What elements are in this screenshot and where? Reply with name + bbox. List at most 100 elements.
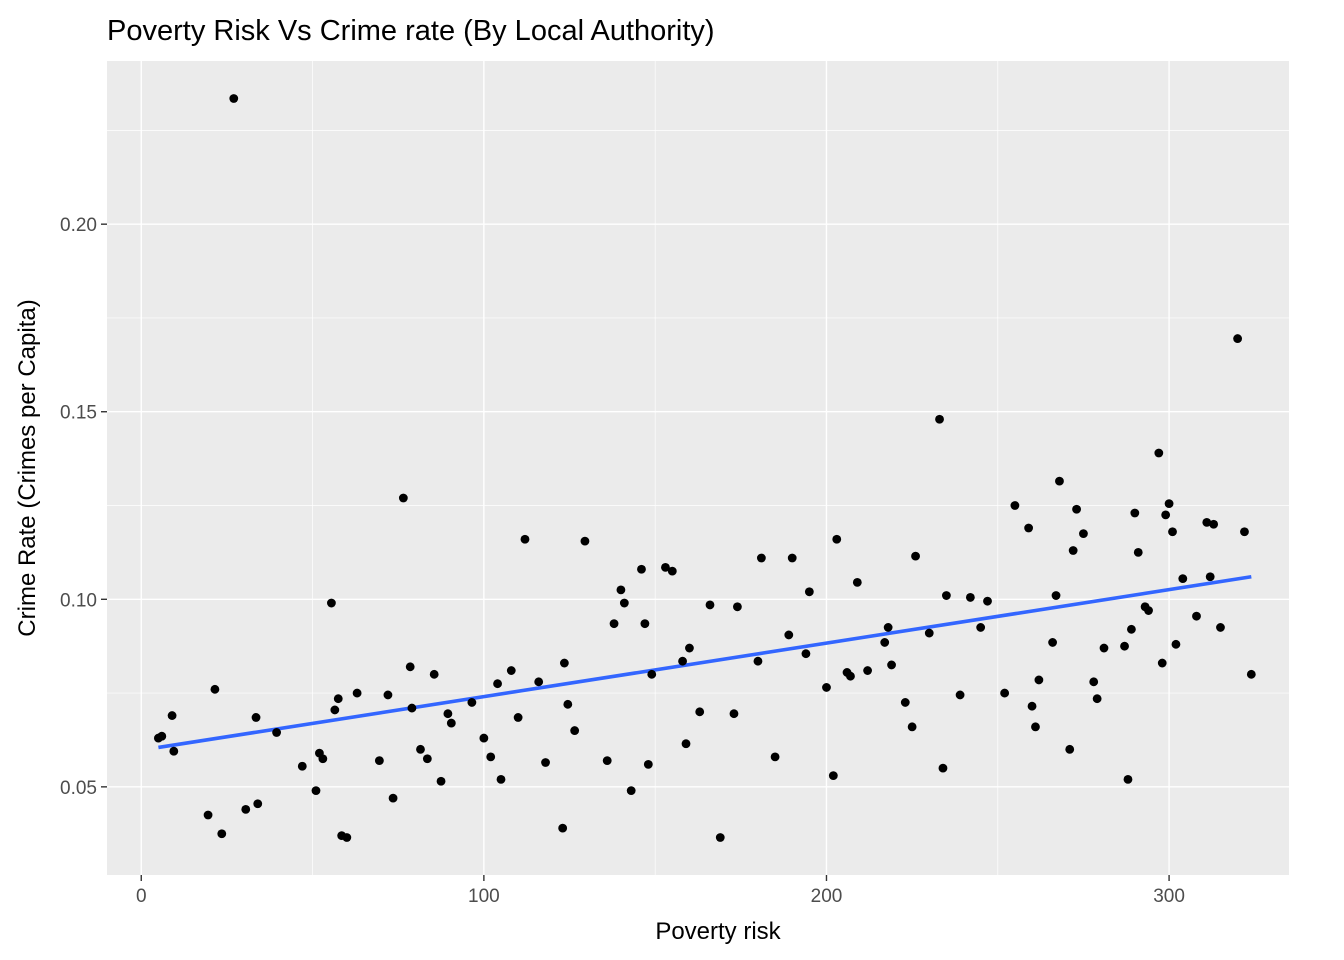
- data-point: [1079, 529, 1088, 539]
- data-point: [496, 774, 506, 784]
- data-point: [251, 713, 261, 722]
- data-point: [479, 733, 489, 743]
- data-point: [900, 698, 910, 707]
- data-point: [1051, 591, 1061, 600]
- chart-title: Poverty Risk Vs Crime rate (By Local Aut…: [107, 15, 715, 47]
- data-point: [563, 699, 573, 709]
- y-tick-label: 0.20: [60, 215, 97, 236]
- data-point: [1171, 639, 1181, 649]
- y-tick-label: 0.15: [60, 403, 97, 424]
- data-point: [880, 638, 890, 647]
- y-axis-title: Crime Rate (Crimes per Capita): [14, 299, 41, 636]
- data-point: [733, 602, 742, 612]
- data-point: [436, 776, 446, 786]
- data-point: [647, 669, 657, 679]
- data-point: [1205, 572, 1215, 582]
- data-point: [229, 94, 239, 103]
- data-point: [1161, 510, 1171, 520]
- minor-gridlines: [107, 61, 1289, 875]
- data-point: [1031, 722, 1040, 732]
- data-point: [383, 690, 393, 700]
- data-point: [506, 666, 516, 675]
- data-point: [493, 679, 502, 689]
- data-point: [520, 534, 530, 544]
- x-tick-label: 0: [136, 886, 147, 907]
- data-point: [558, 823, 568, 833]
- data-point: [911, 551, 920, 561]
- data-point: [217, 829, 227, 839]
- data-point: [559, 658, 569, 668]
- plot-panel: [107, 61, 1289, 875]
- data-point: [1168, 527, 1177, 537]
- data-point: [1246, 669, 1256, 679]
- data-point: [626, 786, 636, 795]
- data-point: [1127, 624, 1136, 634]
- data-point: [955, 690, 965, 700]
- points-layer: [153, 94, 1256, 842]
- data-point: [1068, 546, 1078, 555]
- data-point: [1000, 688, 1010, 698]
- data-point: [405, 662, 415, 672]
- x-tick-label: 200: [811, 886, 843, 907]
- data-point: [1034, 675, 1044, 685]
- data-point: [1027, 701, 1037, 711]
- data-point: [1178, 574, 1188, 584]
- data-point: [1233, 334, 1243, 343]
- data-point: [1133, 548, 1143, 557]
- data-point: [157, 731, 167, 741]
- x-axis: 0 100 200 300: [136, 875, 1185, 907]
- data-point: [983, 596, 992, 606]
- data-point: [333, 694, 343, 704]
- data-point: [681, 739, 691, 749]
- data-point: [203, 810, 213, 820]
- data-point: [1154, 448, 1164, 458]
- data-point: [1055, 476, 1064, 486]
- data-point: [486, 752, 496, 762]
- data-point: [1120, 641, 1129, 651]
- data-point: [513, 713, 523, 722]
- data-point: [272, 728, 281, 737]
- data-point: [804, 587, 814, 597]
- data-point: [1065, 744, 1075, 754]
- data-point: [422, 754, 432, 764]
- data-point: [863, 666, 872, 675]
- data-point: [965, 593, 975, 602]
- data-point: [935, 414, 944, 424]
- data-point: [352, 688, 362, 698]
- data-point: [846, 671, 855, 681]
- data-point: [661, 563, 670, 572]
- data-point: [715, 833, 725, 842]
- data-point: [770, 752, 780, 762]
- data-point: [1089, 677, 1099, 687]
- data-point: [1164, 499, 1174, 509]
- x-tick-label: 300: [1153, 886, 1185, 907]
- data-point: [1130, 508, 1140, 518]
- data-point: [1092, 694, 1102, 704]
- data-point: [297, 761, 307, 771]
- data-point: [1123, 774, 1133, 784]
- data-point: [887, 660, 896, 670]
- data-point: [580, 536, 590, 546]
- x-tick-label: 100: [468, 886, 500, 907]
- data-point: [398, 493, 408, 503]
- x-axis-title: Poverty risk: [655, 918, 781, 945]
- data-point: [643, 759, 653, 769]
- data-point: [695, 707, 705, 717]
- data-point: [784, 630, 794, 640]
- data-point: [429, 669, 439, 679]
- data-point: [443, 709, 453, 719]
- data-point: [407, 703, 417, 713]
- data-point: [1202, 517, 1212, 527]
- data-point: [467, 698, 477, 707]
- data-point: [924, 628, 934, 638]
- data-point: [1024, 523, 1034, 533]
- data-point: [167, 711, 177, 720]
- y-tick-label: 0.05: [60, 778, 97, 799]
- data-point: [801, 649, 811, 659]
- data-point: [416, 744, 425, 754]
- data-point: [787, 553, 797, 563]
- data-point: [616, 585, 626, 595]
- data-point: [253, 799, 263, 809]
- data-point: [1072, 504, 1081, 514]
- data-point: [705, 600, 715, 610]
